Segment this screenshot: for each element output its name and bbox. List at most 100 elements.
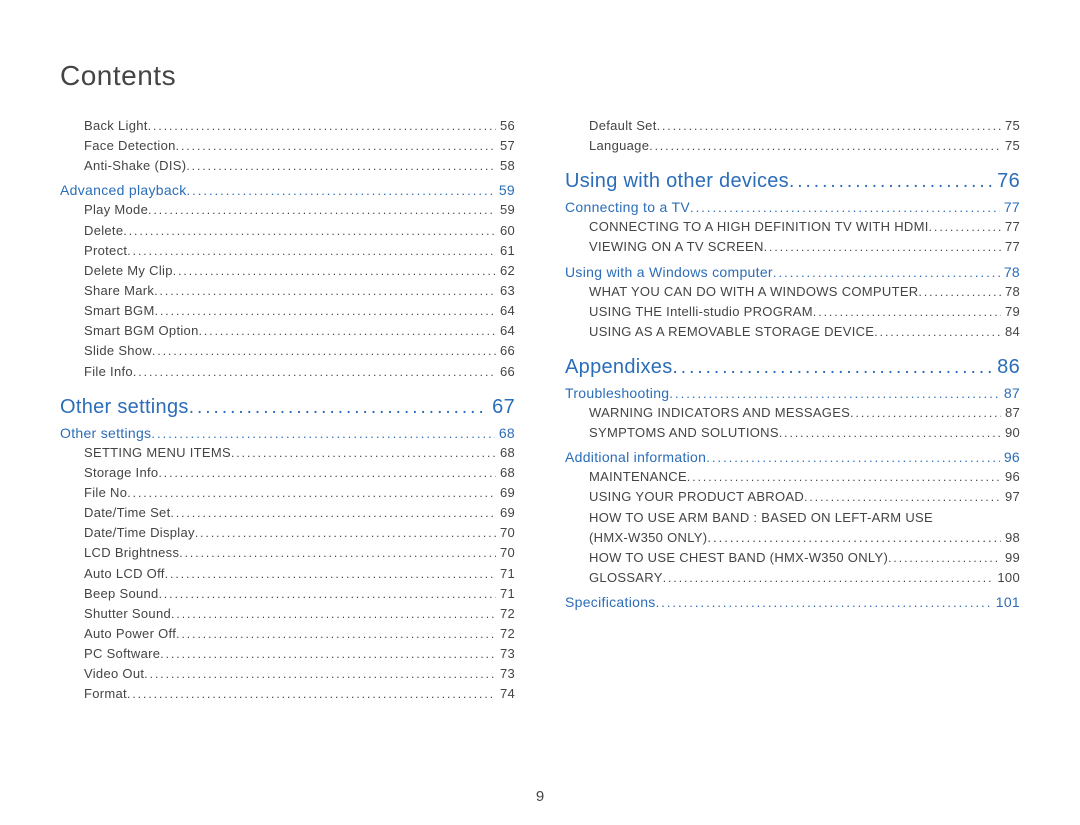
toc-group: MAINTENANCE96USING YOUR PRODUCT ABROAD97	[565, 467, 1020, 507]
toc-item[interactable]: Delete60	[60, 221, 515, 241]
chapter-other-settings[interactable]: Other settings 67	[60, 396, 515, 419]
toc-item-label: Storage Info	[84, 463, 158, 483]
toc-item[interactable]: Smart BGM Option64	[60, 321, 515, 341]
toc-item[interactable]: Language75	[565, 136, 1020, 156]
chapter-page: 67	[488, 396, 515, 419]
toc-item[interactable]: SYMPTOMS AND SOLUTIONS90	[565, 423, 1020, 443]
left-column: Back Light 56Face Detection57Anti-Shake (…	[60, 116, 515, 705]
section-page: 78	[1000, 264, 1020, 280]
section-label: Specifications	[565, 594, 656, 610]
leader-dots	[123, 222, 496, 241]
toc-item-label: Play Mode	[84, 200, 148, 220]
toc-item[interactable]: LCD Brightness70	[60, 543, 515, 563]
toc-item-label-line1: HOW TO USE ARM BAND : BASED ON LEFT-ARM …	[589, 508, 1020, 528]
leader-dots	[148, 117, 496, 136]
section-page: 68	[495, 425, 515, 441]
leader-dots	[186, 157, 496, 176]
toc-item[interactable]: CONNECTING TO A HIGH DEFINITION TV WITH …	[565, 217, 1020, 237]
toc-item-label: Language	[589, 136, 649, 156]
toc-item-page: 73	[496, 644, 515, 664]
toc-item[interactable]: Slide Show66	[60, 341, 515, 361]
toc-item[interactable]: GLOSSARY 100	[565, 568, 1020, 588]
toc-item[interactable]: Beep Sound71	[60, 584, 515, 604]
toc-item[interactable]: USING YOUR PRODUCT ABROAD97	[565, 487, 1020, 507]
toc-item[interactable]: Anti-Shake (DIS)58	[60, 156, 515, 176]
toc-item[interactable]: Format74	[60, 684, 515, 704]
toc-item[interactable]: Face Detection57	[60, 136, 515, 156]
toc-item-page: 56	[496, 116, 515, 136]
toc-item[interactable]: File Info66	[60, 362, 515, 382]
toc-item-page: 62	[496, 261, 515, 281]
leader-dots	[656, 595, 992, 610]
toc-item-label: Share Mark	[84, 281, 154, 301]
leader-dots	[663, 569, 994, 588]
toc-group: SETTING MENU ITEMS68Storage Info68File N…	[60, 443, 515, 705]
section-advanced-playback[interactable]: Advanced playback 59	[60, 182, 515, 198]
toc-item[interactable]: Date/Time Set69	[60, 503, 515, 523]
toc-item[interactable]: Storage Info68	[60, 463, 515, 483]
toc-item[interactable]: Smart BGM64	[60, 301, 515, 321]
toc-item[interactable]: WARNING INDICATORS AND MESSAGES87	[565, 403, 1020, 423]
chapter-appendixes[interactable]: Appendixes 86	[565, 356, 1020, 379]
toc-item-label: GLOSSARY	[589, 568, 663, 588]
toc-item[interactable]: USING THE Intelli-studio PROGRAM79	[565, 302, 1020, 322]
toc-item-label-line2: (HMX-W350 ONLY)	[589, 528, 707, 548]
section-troubleshooting[interactable]: Troubleshooting 87	[565, 385, 1020, 401]
toc-item-page: 78	[1001, 282, 1020, 302]
toc-item-label: Date/Time Display	[84, 523, 195, 543]
toc-item[interactable]: Delete My Clip62	[60, 261, 515, 281]
leader-dots	[918, 283, 1000, 302]
leader-dots	[690, 200, 1000, 215]
toc-item[interactable]: Play Mode59	[60, 200, 515, 220]
toc-item-label: SYMPTOMS AND SOLUTIONS	[589, 423, 779, 443]
toc-item-label: USING THE Intelli-studio PROGRAM	[589, 302, 813, 322]
section-page: 59	[495, 182, 515, 198]
toc-item[interactable]: Default Set75	[565, 116, 1020, 136]
leader-dots	[813, 303, 1001, 322]
chapter-using-other-devices[interactable]: Using with other devices 76	[565, 170, 1020, 193]
leader-dots	[779, 424, 1001, 443]
toc-item[interactable]: File No69	[60, 483, 515, 503]
section-specifications[interactable]: Specifications 101	[565, 594, 1020, 610]
section-additional-info[interactable]: Additional information 96	[565, 449, 1020, 465]
toc-item-page: 69	[496, 483, 515, 503]
toc-item[interactable]: VIEWING ON A TV SCREEN77	[565, 237, 1020, 257]
toc-group: Back Light 56Face Detection57Anti-Shake (…	[60, 116, 515, 176]
toc-item[interactable]: PC Software73	[60, 644, 515, 664]
toc-item[interactable]: SETTING MENU ITEMS68	[60, 443, 515, 463]
section-connecting-tv[interactable]: Connecting to a TV 77	[565, 199, 1020, 215]
toc-item[interactable]: Auto Power Off72	[60, 624, 515, 644]
leader-dots	[673, 357, 994, 379]
leader-dots	[173, 262, 496, 281]
toc-item-page: 100	[993, 568, 1020, 588]
toc-item-page: 69	[496, 503, 515, 523]
leader-dots	[764, 238, 1001, 257]
toc-item-page: 58	[496, 156, 515, 176]
toc-item[interactable]: Share Mark63	[60, 281, 515, 301]
toc-item[interactable]: WHAT YOU CAN DO WITH A WINDOWS COMPUTER7…	[565, 282, 1020, 302]
toc-item[interactable]: Protect61	[60, 241, 515, 261]
toc-item[interactable]: Auto LCD Off71	[60, 564, 515, 584]
toc-item-label: Video Out	[84, 664, 144, 684]
toc-item-label: Back Light	[84, 116, 148, 136]
leader-dots	[649, 137, 1001, 156]
toc-item[interactable]: HOW TO USE CHEST BAND (HMX-W350 ONLY)99	[565, 548, 1020, 568]
toc-item[interactable]: Back Light 56	[60, 116, 515, 136]
leader-dots	[155, 302, 496, 321]
leader-dots	[152, 342, 496, 361]
toc-item[interactable]: USING AS A REMOVABLE STORAGE DEVICE84	[565, 322, 1020, 342]
toc-item[interactable]: Video Out73	[60, 664, 515, 684]
section-other-settings[interactable]: Other settings 68	[60, 425, 515, 441]
section-windows-computer[interactable]: Using with a Windows computer 78	[565, 264, 1020, 280]
toc-item-page: 70	[496, 523, 515, 543]
leader-dots	[158, 464, 496, 483]
toc-item[interactable]: MAINTENANCE96	[565, 467, 1020, 487]
toc-item-page: 96	[1001, 467, 1020, 487]
toc-item[interactable]: Date/Time Display 70	[60, 523, 515, 543]
toc-item-wrapped[interactable]: HOW TO USE ARM BAND : BASED ON LEFT-ARM …	[565, 508, 1020, 548]
toc-item-label: USING AS A REMOVABLE STORAGE DEVICE	[589, 322, 874, 342]
toc-item[interactable]: Shutter Sound72	[60, 604, 515, 624]
section-page: 96	[1000, 449, 1020, 465]
toc-group: WHAT YOU CAN DO WITH A WINDOWS COMPUTER7…	[565, 282, 1020, 342]
toc-item-page: 71	[496, 584, 515, 604]
